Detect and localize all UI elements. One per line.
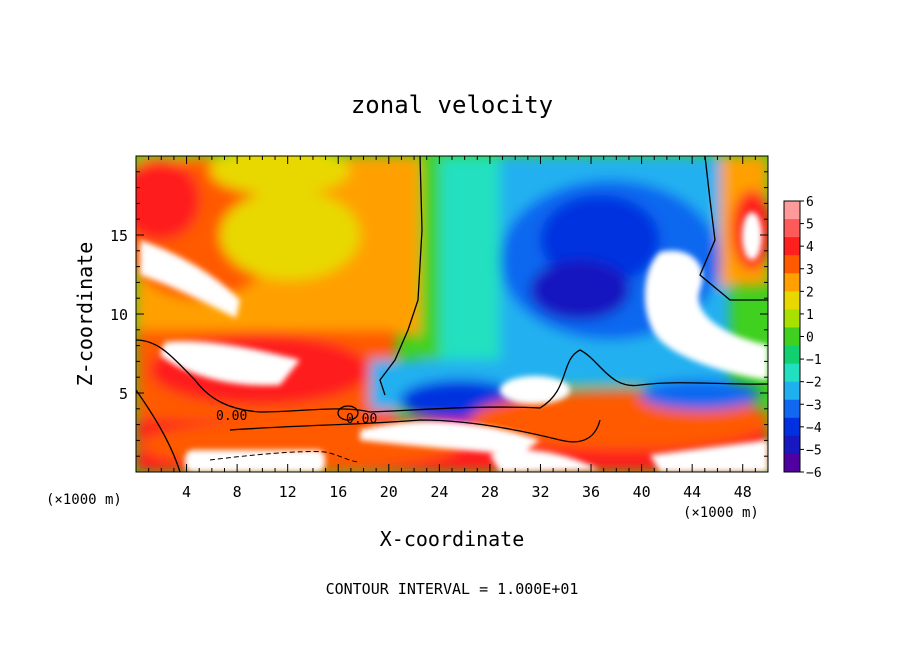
colorbar-swatch xyxy=(784,453,800,473)
x-tick-label: 36 xyxy=(582,483,600,501)
x-tick-label: 48 xyxy=(734,483,752,501)
contour-label: 0.00 xyxy=(346,412,377,427)
colorbar-swatch xyxy=(784,381,800,401)
colorbar-tick-label: −3 xyxy=(806,398,822,413)
x-axis: 4 8 12 16 20 24 28 32 36 40 44 48 xyxy=(148,156,756,501)
colorbar-tick-label: −5 xyxy=(806,443,822,458)
y-axis-unit: (×1000 m) xyxy=(46,492,122,508)
x-tick-label: 32 xyxy=(531,483,549,501)
x-tick-label: 28 xyxy=(481,483,499,501)
colorbar-swatch xyxy=(784,363,800,383)
x-tick-label: 24 xyxy=(430,483,448,501)
colorbar-swatch xyxy=(784,201,800,220)
x-tick-label: 40 xyxy=(633,483,651,501)
colorbar-tick-label: 2 xyxy=(806,285,814,300)
colorbar-tick-label: 1 xyxy=(806,308,814,323)
colorbar-swatch xyxy=(784,291,800,310)
colorbar-tick-label: 6 xyxy=(806,195,814,210)
y-tick-label: 15 xyxy=(110,227,128,245)
x-tick-label: 12 xyxy=(279,483,297,501)
colorbar-swatch xyxy=(784,399,800,419)
x-tick-label: 20 xyxy=(380,483,398,501)
colorbar-swatch xyxy=(784,255,800,274)
x-axis-label: X-coordinate xyxy=(380,527,525,551)
colorbar-swatch xyxy=(784,417,800,437)
colorbar-tick-label: −1 xyxy=(806,353,822,368)
zero-contours xyxy=(136,156,768,472)
colorbar-tick-label: −6 xyxy=(806,466,822,481)
contour-interval-note: CONTOUR INTERVAL = 1.000E+01 xyxy=(326,580,579,598)
colorbar-tick-label: −2 xyxy=(806,376,822,391)
colorbar-swatch xyxy=(784,327,800,347)
y-tick-label: 10 xyxy=(110,306,128,324)
chart-title: zonal velocity xyxy=(351,91,553,119)
colorbar-tick-label: 5 xyxy=(806,218,814,233)
colorbar-swatch xyxy=(784,309,800,328)
colorbar: 6 5 4 3 2 1 0 −1 −2 −3 −4 −5 −6 xyxy=(783,195,822,481)
colorbar-swatch xyxy=(784,273,800,292)
colorbar-tick-label: 3 xyxy=(806,263,814,278)
y-axis-label: Z-coordinate xyxy=(73,242,97,387)
colorbar-tick-label: 4 xyxy=(806,240,814,255)
y-axis: 5 10 15 xyxy=(110,171,768,457)
colorbar-tick-label: 0 xyxy=(806,331,814,346)
x-tick-label: 16 xyxy=(329,483,347,501)
y-tick-label: 5 xyxy=(119,385,128,403)
negative-contour xyxy=(209,451,361,463)
x-tick-label: 4 xyxy=(182,483,191,501)
colorbar-swatch xyxy=(784,345,800,365)
colorbar-tick-label: −4 xyxy=(806,421,822,436)
colorbar-swatch xyxy=(784,435,800,455)
colorbar-swatch xyxy=(784,219,800,238)
contour-label: 0.00 xyxy=(216,409,247,424)
heatmap-field xyxy=(136,156,768,472)
colorbar-swatch xyxy=(784,237,800,256)
x-tick-label: 44 xyxy=(683,483,701,501)
x-axis-unit: (×1000 m) xyxy=(683,505,759,521)
x-tick-label: 8 xyxy=(233,483,242,501)
